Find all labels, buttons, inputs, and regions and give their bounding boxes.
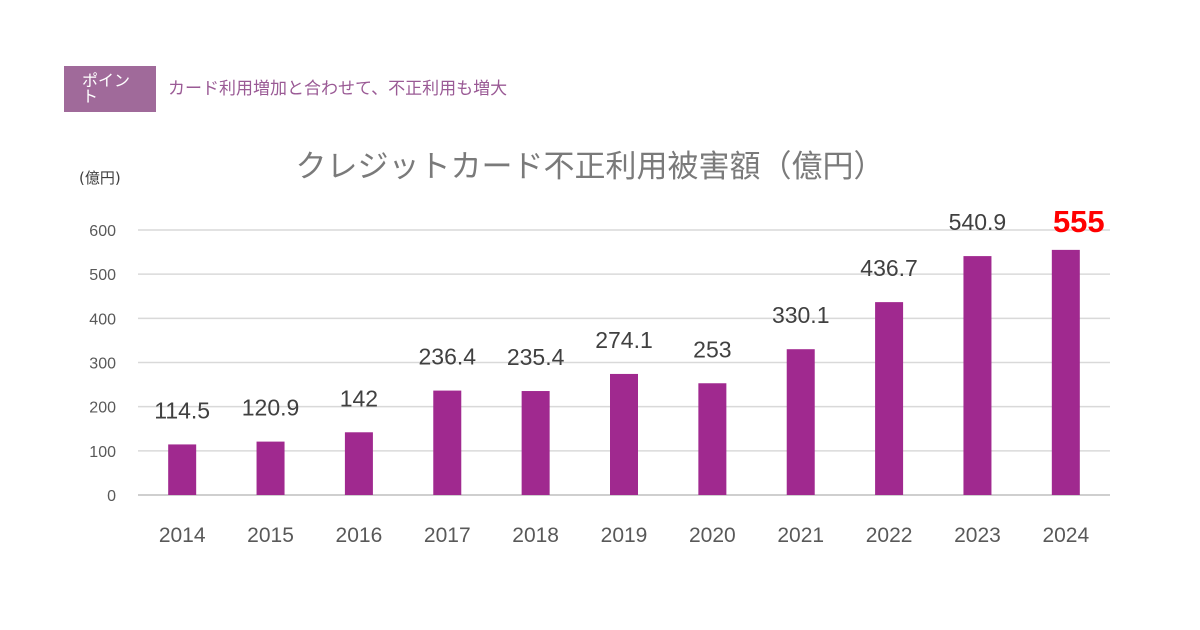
- x-tick-label-2016: 2016: [336, 524, 383, 547]
- value-label-2024: 555: [1053, 204, 1105, 239]
- bar-2023: [963, 256, 992, 495]
- x-tick-labels: 2014 2015 2016 2017 2018 2019 2020 2021 2022 2023…: [159, 524, 1090, 547]
- chart-title: クレジットカード不正利用被害額（億円）: [296, 149, 885, 185]
- value-label-2021: 330.1: [772, 302, 830, 328]
- bar-2021: [786, 349, 815, 495]
- bar-2020: [698, 383, 727, 495]
- x-tick-label-2015: 2015: [247, 524, 294, 547]
- x-tick-label-2024: 2024: [1042, 524, 1089, 547]
- value-labels: 114.5 120.9 142 236.4 235.4 274.1 253 330.1 436.…: [154, 204, 1104, 424]
- y-tick-label: 0: [107, 488, 116, 505]
- x-tick-label-2017: 2017: [424, 524, 471, 547]
- y-axis-label: (億円): [79, 169, 121, 187]
- value-label-2023: 540.9: [949, 209, 1007, 235]
- point-row: ポイント カード利用増加と合わせて、不正利用も増大: [64, 66, 507, 112]
- y-tick-labels: 0 100 200 300 400 500 600: [89, 223, 116, 505]
- bar-2022: [875, 302, 904, 495]
- y-tick-label: 500: [89, 267, 116, 284]
- bar-2014: [168, 444, 197, 495]
- x-tick-label-2023: 2023: [954, 524, 1001, 547]
- x-tick-label-2018: 2018: [512, 524, 559, 547]
- x-tick-label-2022: 2022: [866, 524, 913, 547]
- point-badge: ポイント: [64, 66, 156, 112]
- point-text: カード利用増加と合わせて、不正利用も増大: [168, 79, 508, 99]
- bar-2016: [344, 432, 373, 495]
- x-tick-label-2014: 2014: [159, 524, 206, 547]
- value-label-2020: 253: [693, 336, 731, 362]
- y-tick-label: 100: [89, 444, 116, 461]
- bars: [168, 249, 1080, 495]
- y-tick-label: 300: [89, 356, 116, 373]
- y-tick-label: 400: [89, 311, 116, 328]
- value-label-2014: 114.5: [154, 397, 210, 423]
- x-tick-label-2019: 2019: [601, 524, 648, 547]
- value-label-2022: 436.7: [860, 255, 918, 281]
- x-tick-label-2020: 2020: [689, 524, 736, 547]
- value-label-2017: 236.4: [418, 344, 476, 370]
- bar-2017: [433, 390, 462, 495]
- value-label-2015: 120.9: [242, 395, 300, 421]
- bar-2024: [1051, 249, 1080, 495]
- bar-2019: [610, 373, 638, 495]
- value-label-2018: 235.4: [507, 344, 565, 370]
- value-label-2016: 142: [340, 385, 378, 411]
- bar-2015: [256, 441, 285, 495]
- y-tick-label: 600: [89, 223, 116, 240]
- y-tick-label: 200: [89, 400, 116, 417]
- value-label-2019: 274.1: [595, 327, 653, 353]
- x-tick-label-2021: 2021: [777, 524, 824, 547]
- bar-2018: [521, 391, 550, 495]
